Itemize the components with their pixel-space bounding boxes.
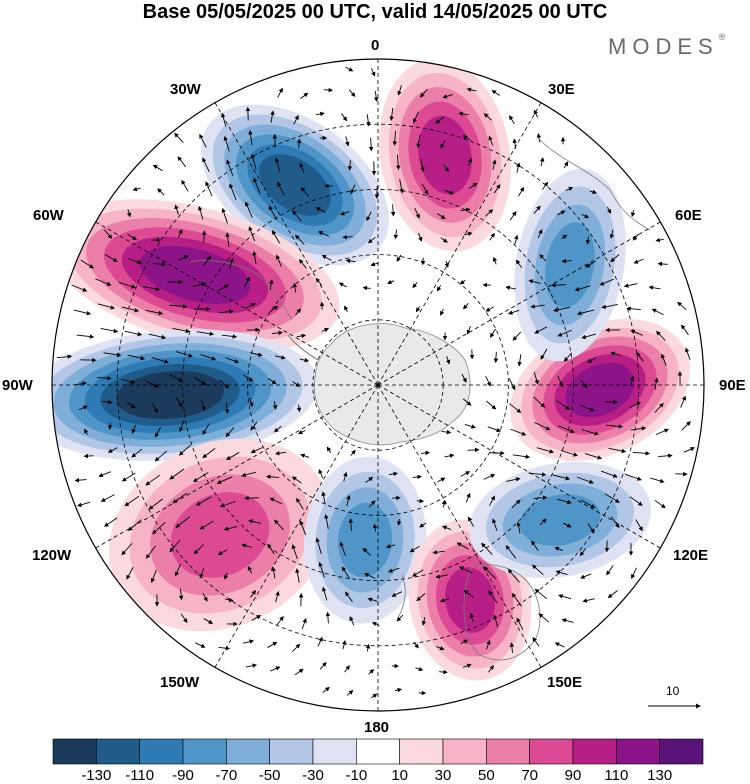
lon-label-180: 180 — [364, 720, 389, 736]
lon-label-120e: 120E — [673, 548, 708, 564]
colorbar-tick-label: 50 — [478, 768, 495, 783]
lon-label-30e: 30E — [548, 82, 575, 98]
colorbar-swatch — [140, 739, 183, 764]
colorbar-tick-label: -30 — [302, 768, 324, 783]
lon-label-60w: 60W — [33, 208, 64, 224]
map-disk — [16, 48, 720, 730]
colorbar-swatch — [226, 739, 269, 764]
colorbar — [53, 739, 703, 764]
lon-label-150e: 150E — [547, 675, 582, 691]
lon-label-60e: 60E — [675, 208, 702, 224]
colorbar-swatch — [313, 739, 356, 764]
wind-vector — [417, 501, 423, 502]
colorbar-swatch — [660, 739, 703, 764]
colorbar-tick-label: 90 — [565, 768, 582, 783]
wind-vector — [490, 453, 504, 454]
colorbar-tick-label: -130 — [81, 768, 111, 783]
lon-label-90w: 90W — [2, 378, 33, 394]
colorbar-tick-label: -90 — [172, 768, 194, 783]
wind-vector — [467, 450, 478, 451]
wind-vector — [245, 498, 259, 499]
lon-label-90e: 90E — [719, 378, 746, 394]
colorbar-tick-label: 70 — [521, 768, 538, 783]
colorbar-tick-label: 130 — [647, 768, 672, 783]
colorbar-tick-label: 10 — [391, 768, 408, 783]
colorbar-tick-label: -10 — [345, 768, 367, 783]
colorbar-tick-label: -50 — [259, 768, 281, 783]
lon-label-30w: 30W — [170, 82, 201, 98]
colorbar-swatch — [183, 739, 226, 764]
colorbar-swatch — [270, 739, 313, 764]
colorbar-swatch — [530, 739, 573, 764]
colorbar-tick-label: -110 — [125, 768, 154, 783]
colorbar-swatch — [486, 739, 529, 764]
colorbar-tick-label: -70 — [215, 768, 237, 783]
colorbar-swatch — [616, 739, 659, 764]
lon-label-120w: 120W — [32, 548, 71, 564]
colorbar-swatch — [356, 739, 399, 764]
colorbar-swatch — [96, 739, 139, 764]
reference-vector-label: 10 — [666, 684, 679, 698]
colorbar-tick-label: 110 — [604, 768, 628, 783]
colorbar-swatch — [400, 739, 443, 764]
colorbar-swatch — [443, 739, 486, 764]
colorbar-swatch — [53, 739, 96, 764]
colorbar-tick-label: 30 — [435, 768, 452, 783]
lon-label-150w: 150W — [160, 675, 199, 691]
colorbar-swatch — [573, 739, 616, 764]
lon-label-0: 0 — [371, 38, 379, 54]
